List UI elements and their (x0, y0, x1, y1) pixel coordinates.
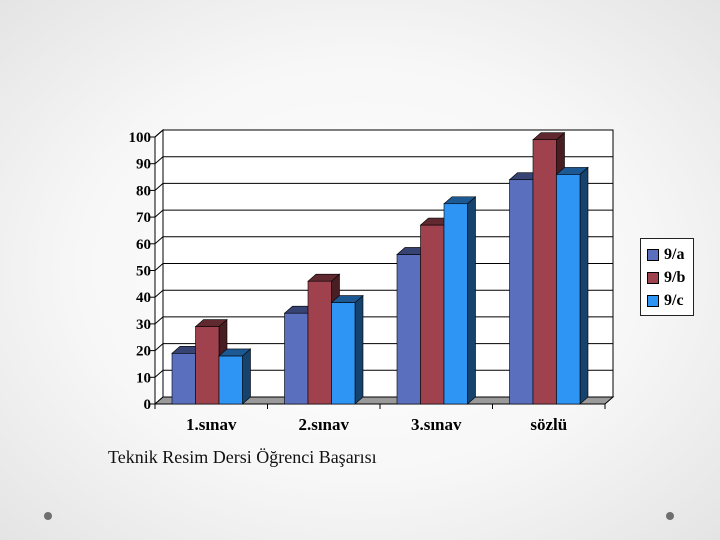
y-tick-label: 80 (136, 183, 151, 199)
bar-top (330, 295, 364, 303)
gridline-side (154, 369, 164, 378)
bar-top (532, 132, 566, 140)
bar-side (354, 294, 364, 405)
y-tick-label: 30 (136, 317, 151, 333)
bar-side (579, 166, 589, 405)
bar-top (218, 348, 252, 357)
bar (509, 179, 534, 405)
bar-top (555, 167, 589, 175)
legend-swatch (647, 248, 659, 261)
nav-dot-left (44, 512, 52, 520)
legend-item: 9/c (647, 289, 693, 312)
legend-label: 9/c (664, 291, 684, 309)
gridline-side (154, 263, 164, 271)
bar-side (242, 348, 251, 405)
gridline-side (154, 343, 164, 351)
y-tick-label: 20 (136, 344, 151, 360)
gridline-side (154, 156, 164, 165)
y-tick-label: 50 (136, 264, 151, 280)
bar (532, 139, 557, 405)
chart-caption: Teknik Resim Dersi Öğrenci Başarısı (108, 447, 377, 467)
bar (284, 312, 309, 405)
bar-top (443, 196, 477, 205)
bar (218, 355, 243, 405)
y-tick-label: 90 (136, 157, 151, 173)
bar-top (307, 273, 341, 282)
bar (420, 224, 445, 405)
gridline-side (154, 316, 164, 325)
x-tick-label: 1.sınav (186, 415, 237, 434)
bar (443, 203, 468, 405)
nav-dot-right (666, 512, 674, 520)
legend-swatch (647, 294, 659, 307)
legend-item: 9/a (647, 243, 693, 266)
gridline-side (154, 209, 164, 218)
y-tick-label: 70 (136, 210, 151, 226)
x-tick-label: 2.sınav (298, 415, 349, 434)
y-tick-label: 0 (144, 397, 152, 413)
y-tick-label: 40 (136, 290, 151, 306)
chart-legend: 9/a 9/b 9/c (640, 238, 694, 316)
bar-side (467, 196, 476, 405)
gridline-side (154, 236, 164, 245)
bar (331, 302, 356, 405)
x-tick-label: sözlü (530, 415, 567, 434)
bar-top (194, 319, 228, 327)
gridline-side (154, 183, 164, 191)
y-tick-label: 60 (136, 237, 151, 253)
legend-label: 9/a (664, 245, 685, 263)
bar (171, 352, 196, 405)
gridline-side (154, 289, 164, 298)
bar (396, 254, 421, 405)
y-tick-label: 100 (129, 130, 152, 146)
y-tick-label: 10 (136, 370, 151, 386)
bar (307, 280, 332, 405)
x-tick-label: 3.sınav (411, 415, 462, 434)
legend-item: 9/b (647, 266, 693, 289)
legend-swatch (647, 271, 659, 284)
gridline-side (154, 129, 164, 138)
bar (195, 326, 220, 405)
legend-label: 9/b (664, 268, 686, 286)
bar (556, 174, 581, 405)
